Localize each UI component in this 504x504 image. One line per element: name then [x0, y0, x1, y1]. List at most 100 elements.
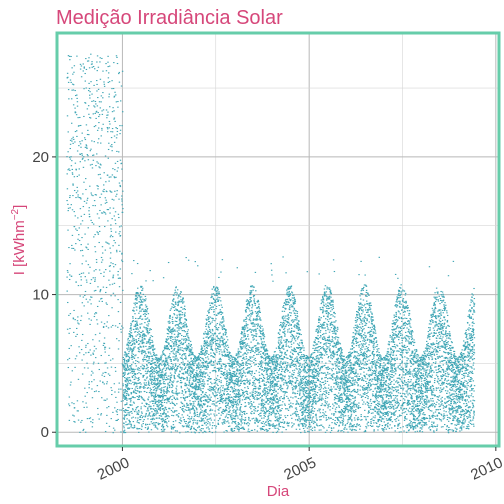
- data-point: [206, 350, 208, 352]
- data-point: [206, 314, 208, 317]
- data-point: [132, 319, 134, 322]
- data-point: [257, 313, 259, 315]
- data-point: [100, 414, 102, 416]
- data-point: [147, 398, 149, 400]
- data-point: [120, 325, 123, 327]
- data-point: [140, 286, 142, 289]
- data-point: [126, 365, 129, 367]
- data-point: [199, 364, 201, 366]
- data-point: [144, 370, 147, 372]
- data-point: [122, 365, 125, 367]
- data-point: [114, 325, 117, 327]
- data-point: [79, 153, 81, 155]
- data-point: [183, 425, 185, 427]
- data-point: [205, 346, 208, 348]
- data-point: [171, 381, 173, 383]
- data-point: [189, 400, 191, 402]
- data-point: [184, 324, 186, 326]
- data-point: [126, 355, 129, 357]
- data-point: [246, 386, 249, 388]
- data-point: [99, 61, 101, 63]
- data-point: [240, 373, 242, 375]
- data-point: [163, 381, 165, 383]
- data-point: [167, 321, 170, 323]
- data-point: [202, 337, 205, 339]
- data-point: [137, 287, 139, 289]
- data-point: [156, 354, 158, 356]
- data-point: [263, 334, 265, 336]
- data-point: [85, 260, 87, 262]
- data-point: [237, 397, 240, 399]
- data-point: [179, 353, 181, 355]
- data-point: [242, 366, 245, 369]
- data-point: [204, 331, 207, 333]
- data-point: [157, 378, 159, 380]
- data-point: [239, 369, 242, 371]
- data-point: [111, 236, 114, 238]
- data-point: [95, 261, 98, 263]
- data-point: [258, 306, 260, 308]
- data-point: [250, 300, 252, 302]
- data-point: [121, 211, 124, 213]
- data-point: [206, 368, 208, 370]
- data-point: [196, 358, 199, 360]
- data-point: [112, 87, 115, 90]
- data-point: [186, 325, 188, 328]
- data-point: [171, 384, 174, 386]
- data-point: [188, 344, 190, 346]
- data-point: [184, 371, 187, 373]
- data-point: [156, 373, 158, 375]
- data-point: [197, 374, 199, 376]
- data-point: [200, 396, 202, 398]
- data-point: [218, 367, 220, 369]
- data-point: [255, 333, 257, 335]
- data-point: [184, 318, 187, 320]
- data-point: [69, 263, 71, 265]
- data-point: [163, 395, 165, 397]
- data-point: [155, 357, 157, 359]
- data-point: [257, 324, 259, 326]
- data-point: [171, 369, 173, 371]
- data-point: [84, 138, 87, 141]
- data-point: [261, 333, 263, 335]
- data-point: [207, 338, 210, 340]
- data-point: [135, 295, 138, 297]
- data-point: [206, 363, 209, 365]
- data-point: [113, 177, 116, 179]
- data-point: [202, 387, 204, 390]
- data-point: [153, 400, 155, 402]
- data-point: [247, 421, 249, 424]
- data-point: [151, 400, 153, 402]
- data-point: [124, 396, 126, 398]
- data-point: [110, 252, 112, 254]
- data-point: [149, 373, 152, 375]
- data-point: [153, 376, 156, 378]
- data-point: [197, 404, 199, 406]
- data-point: [206, 347, 209, 349]
- data-point: [74, 421, 76, 423]
- data-point: [233, 373, 235, 375]
- data-point: [159, 400, 161, 402]
- data-point: [132, 320, 134, 322]
- data-point: [213, 419, 216, 421]
- data-point: [240, 410, 242, 412]
- data-point: [236, 399, 239, 401]
- data-point: [247, 387, 249, 389]
- data-point: [193, 365, 195, 367]
- data-point: [126, 402, 128, 404]
- data-point: [202, 372, 205, 374]
- data-point: [218, 351, 221, 353]
- data-point: [237, 370, 239, 372]
- data-point: [235, 373, 237, 375]
- data-point: [225, 341, 227, 344]
- data-point: [190, 350, 192, 352]
- data-point: [245, 362, 247, 364]
- data-point: [196, 414, 199, 416]
- data-point: [153, 424, 155, 426]
- data-point: [127, 423, 130, 425]
- data-point: [75, 228, 77, 230]
- data-point: [69, 207, 71, 209]
- data-point: [100, 193, 103, 195]
- data-point: [126, 399, 128, 401]
- data-point: [208, 312, 210, 314]
